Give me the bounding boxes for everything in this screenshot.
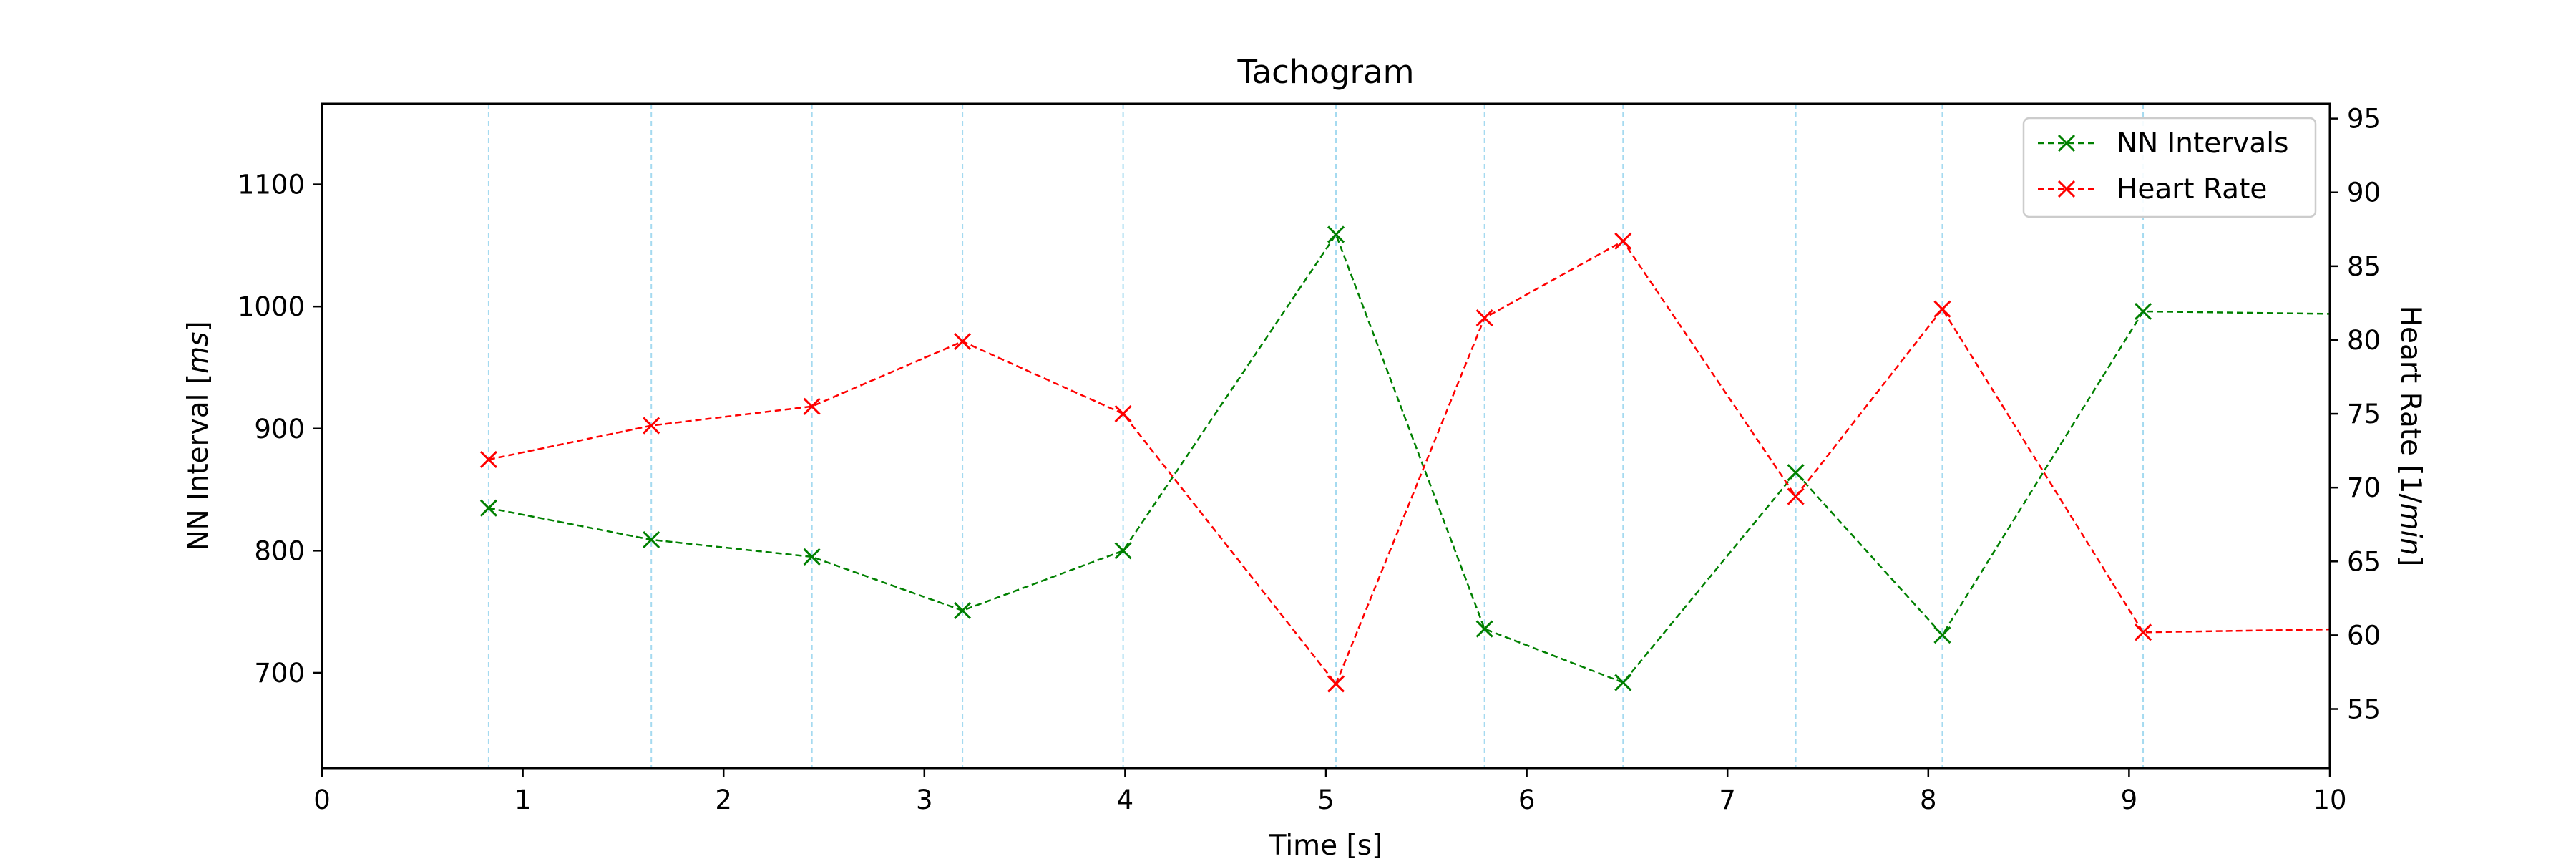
data-point-nn-intervals-5-stroke-b [1327,225,1345,243]
data-point-heart-rate-10 [2134,623,2152,641]
legend-label-heart-rate: Heart Rate [2117,173,2267,205]
data-point-nn-intervals-1-stroke-b [643,530,660,549]
x-tick-label: 1 [514,785,532,815]
y-axis-right-label: Heart Rate [1/min] [2394,306,2426,567]
data-point-heart-rate-9 [1933,300,1951,318]
x-tick-label: 0 [313,785,331,815]
series-heart-rate [479,232,2331,693]
x-axis: 0 1 2 3 4 5 6 7 8 9 10 [313,768,2347,815]
data-point-nn-intervals-2-stroke-b [803,548,821,566]
data-point-nn-intervals-0 [479,499,497,517]
data-point-nn-intervals-7-stroke-b [1614,674,1632,691]
y-left-tick-label: 700 [254,658,305,689]
x-tick-label: 4 [1117,785,1134,815]
data-point-heart-rate-8 [1787,487,1805,505]
data-point-nn-intervals-9 [1933,626,1951,644]
y-left-tick-label: 800 [254,535,305,566]
y-right-tick-label: 75 [2347,399,2381,430]
data-point-nn-intervals-8 [1787,464,1805,482]
y-left-tick-label: 900 [254,414,305,445]
y-right-tick-label: 85 [2347,251,2381,282]
data-point-heart-rate-6-stroke-b [1475,309,1493,327]
data-point-nn-intervals-9-stroke-b [1933,626,1951,644]
data-point-nn-intervals-6 [1475,620,1493,638]
data-point-heart-rate-6 [1475,309,1493,327]
data-point-nn-intervals-10 [2134,302,2152,321]
data-point-nn-intervals-4 [1114,542,1132,560]
data-point-heart-rate-0 [479,450,497,469]
data-point-nn-intervals-5 [1327,225,1345,243]
x-tick-label: 7 [1719,785,1736,815]
x-tick-label: 10 [2313,785,2346,815]
data-point-heart-rate-5-stroke-b [1327,675,1345,693]
data-point-nn-intervals-7 [1614,674,1632,691]
x-tick-label: 8 [1920,785,1937,815]
data-point-heart-rate-4-stroke-b [1114,405,1132,423]
data-point-heart-rate-7-stroke-b [1614,232,1632,250]
data-point-heart-rate-1-stroke-b [643,417,660,435]
x-tick-label: 5 [1317,785,1335,815]
y-left-tick-label: 1100 [238,170,305,200]
legend-item-nn-intervals: NN Intervals [2038,127,2288,160]
y-right-tick-label: 70 [2347,472,2381,503]
data-point-nn-intervals-0-stroke-b [479,499,497,517]
y-right-tick-label: 95 [2347,104,2381,135]
y-right-tick-label: 80 [2347,325,2381,356]
x-tick-label: 9 [2121,785,2138,815]
y-left-tick-label: 1000 [238,291,305,322]
data-point-heart-rate-3 [954,332,972,351]
y-right-tick-label: 65 [2347,546,2381,577]
x-axis-label: Time [s] [1269,830,1383,859]
legend-label-nn-intervals: NN Intervals [2117,127,2288,160]
legend-marker-heart-rate [2057,180,2076,198]
data-point-heart-rate-9-stroke-b [1933,300,1951,318]
legend-box [2022,117,2317,218]
data-point-nn-intervals-8-stroke-b [1787,464,1805,482]
data-point-nn-intervals-3 [954,601,972,620]
legend-marker-nn-intervals-stroke-b [2057,134,2076,152]
legend-marker-nn-intervals [2057,134,2076,152]
data-point-nn-intervals-1 [643,530,660,549]
x-tick-label: 3 [916,785,933,815]
data-point-heart-rate-0-stroke-b [479,450,497,469]
data-point-heart-rate-8-stroke-b [1787,487,1805,505]
x-tick-label: 6 [1518,785,1536,815]
legend: NN Intervals Heart Rate [2022,117,2317,218]
data-point-heart-rate-4 [1114,405,1132,423]
legend-marker-heart-rate-stroke-b [2057,180,2076,198]
data-point-heart-rate-7 [1614,232,1632,250]
y-axis-left-label: NN Interval [ms] [182,321,215,550]
data-point-heart-rate-5 [1327,675,1345,693]
data-point-nn-intervals-10-stroke-b [2134,302,2152,321]
y-right-tick-label: 60 [2347,620,2381,651]
data-point-nn-intervals-4-stroke-b [1114,542,1132,560]
legend-item-heart-rate: Heart Rate [2038,173,2267,205]
x-tick-label: 2 [715,785,732,815]
chart-title: Tachogram [1237,53,1415,91]
series-nn-intervals [479,225,2331,691]
series-line-heart-rate [488,240,2331,686]
data-point-heart-rate-3-stroke-b [954,332,972,351]
data-point-nn-intervals-3-stroke-b [954,601,972,620]
vertical-marker-lines [487,104,2145,768]
y-axis-left: 700 800 900 1000 1100 [238,170,322,689]
data-point-heart-rate-2-stroke-b [803,397,821,415]
series-layer [479,225,2331,693]
y-right-tick-label: 55 [2347,694,2381,725]
data-point-heart-rate-1 [643,417,660,435]
y-axis-right: 55 60 65 70 75 80 85 90 95 [2330,104,2381,725]
data-point-heart-rate-10-stroke-b [2134,623,2152,641]
y-right-tick-label: 90 [2347,178,2381,208]
data-point-nn-intervals-2 [803,548,821,566]
data-point-nn-intervals-6-stroke-b [1475,620,1493,638]
data-point-heart-rate-2 [803,397,821,415]
